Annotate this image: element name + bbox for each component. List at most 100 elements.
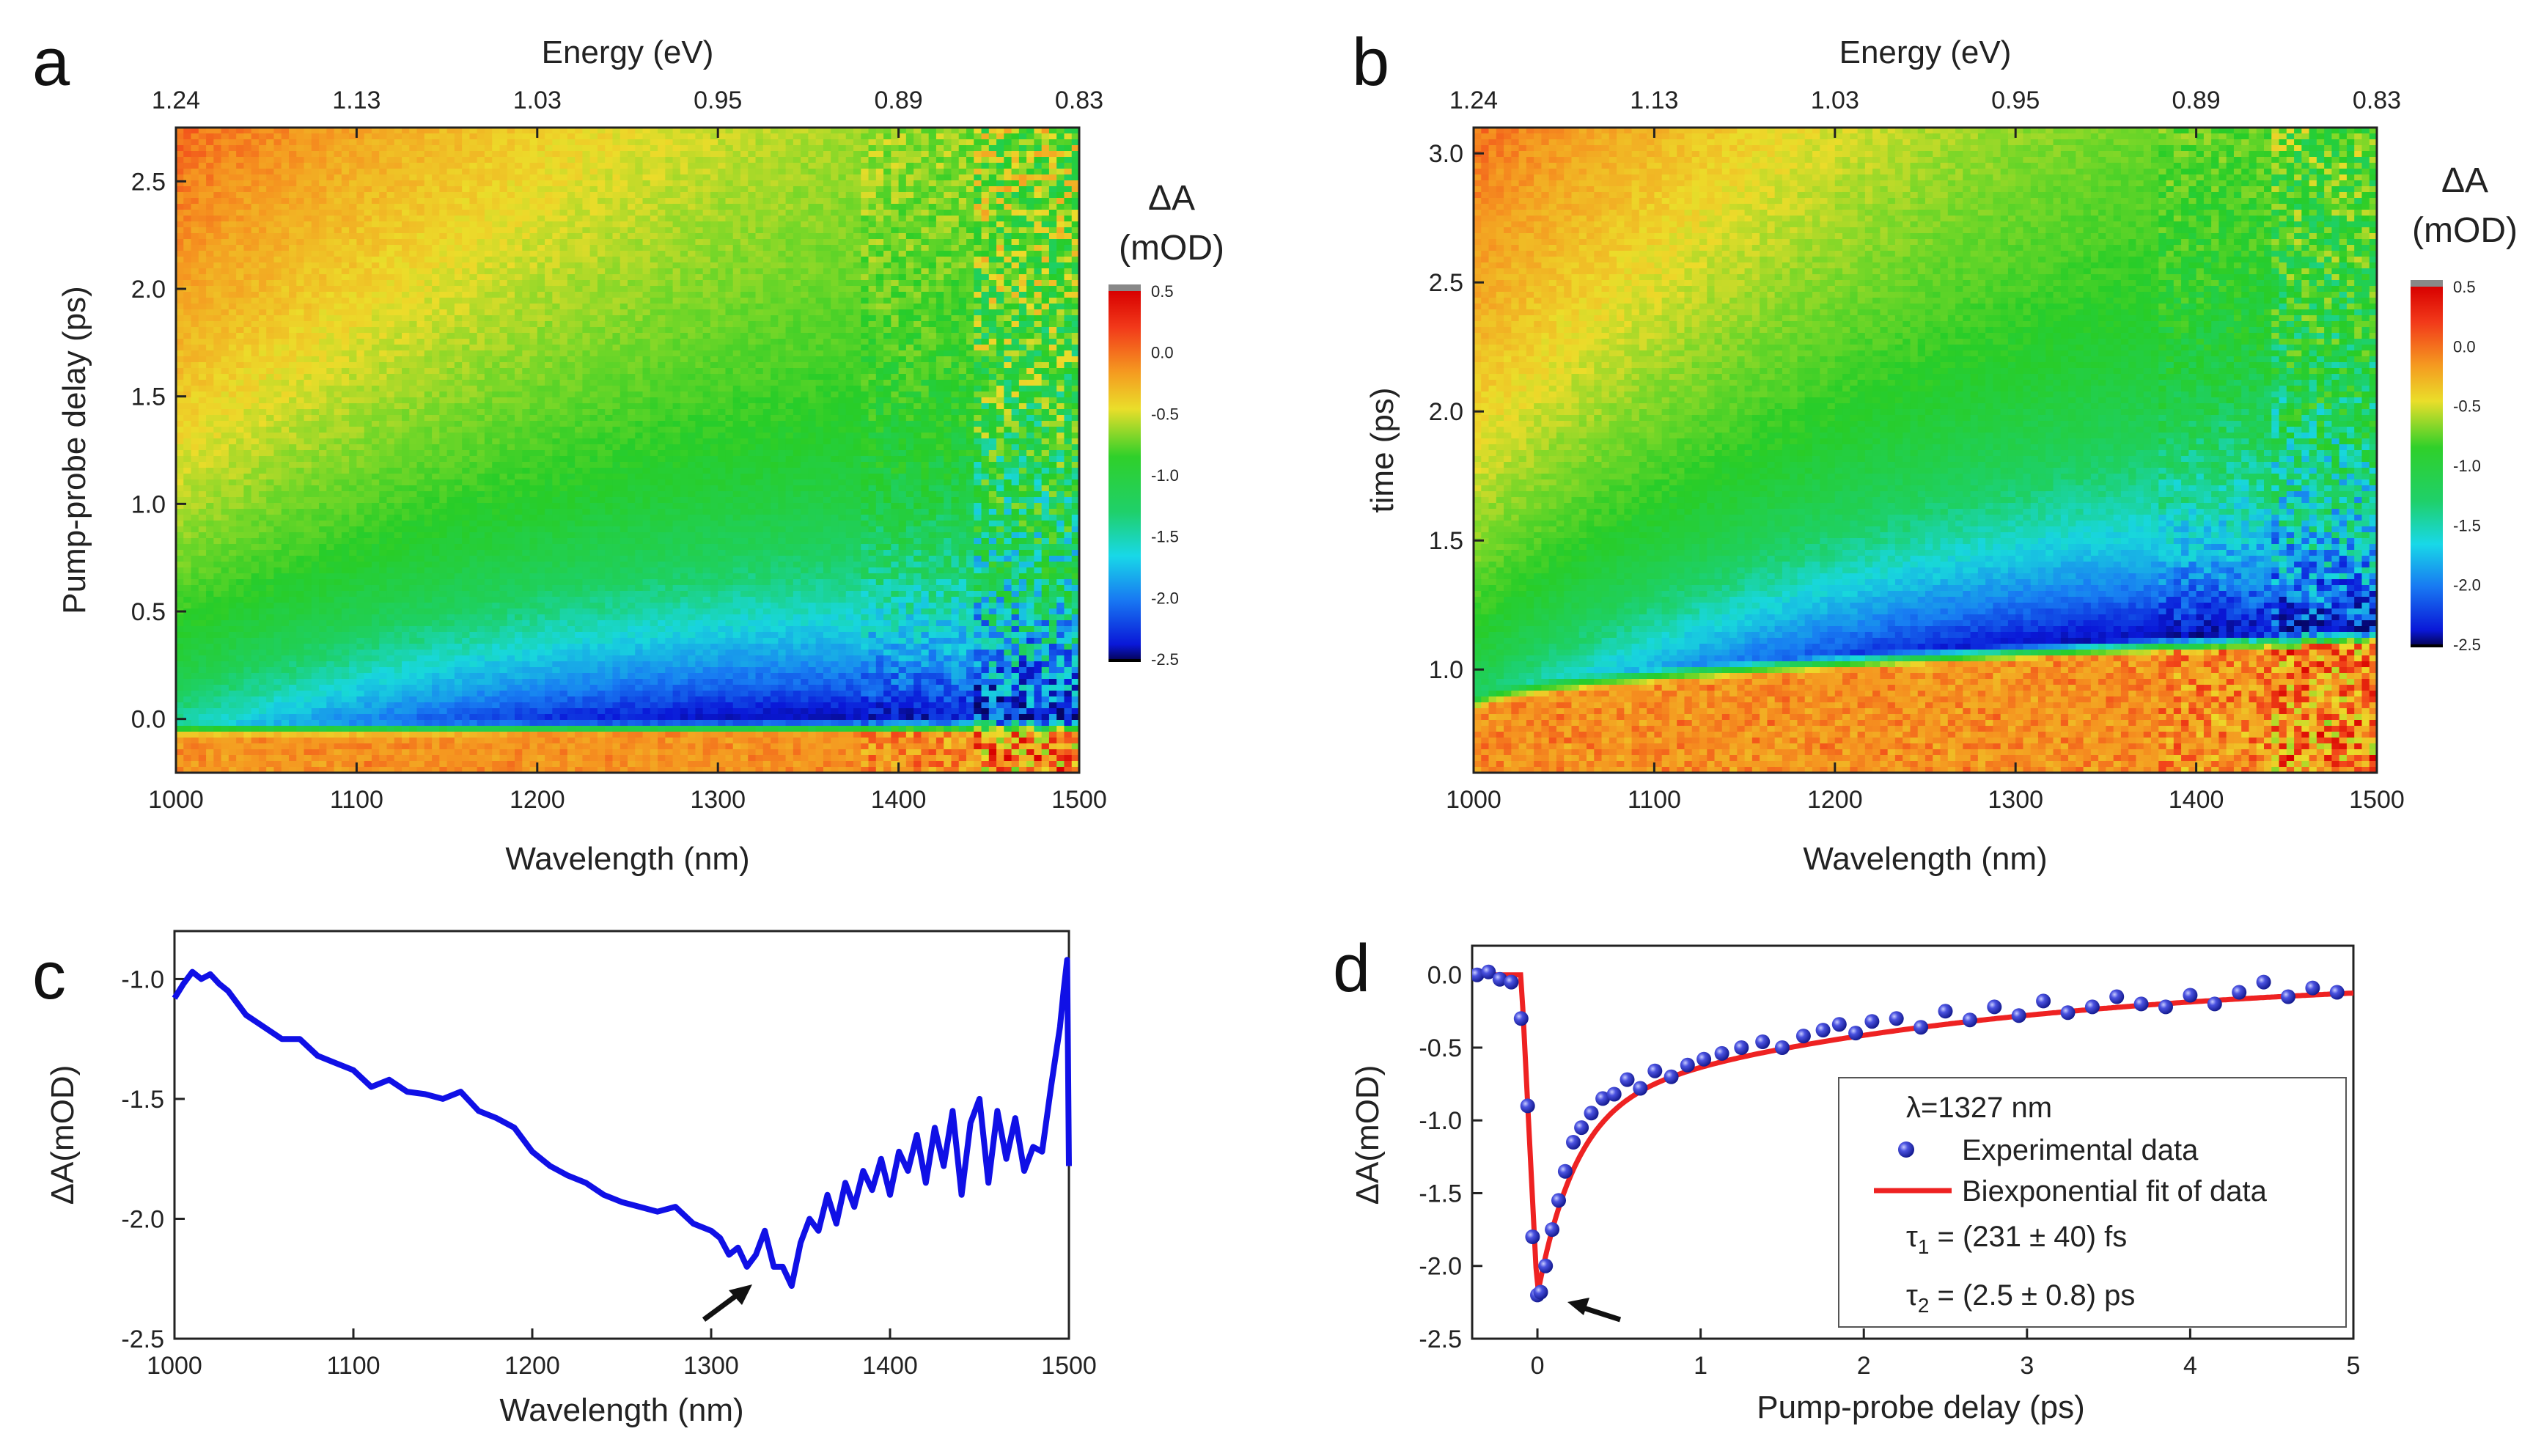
heatmap-a-cell xyxy=(620,233,628,240)
heatmap-a-cell xyxy=(446,210,455,216)
heatmap-a-cell xyxy=(198,174,207,181)
heatmap-a-cell xyxy=(718,210,727,216)
heatmap-a-cell xyxy=(251,274,260,281)
heatmap-a-cell xyxy=(725,350,734,357)
heatmap-a-cell xyxy=(875,245,884,251)
heatmap-a-cell xyxy=(334,239,342,246)
heatmap-a-cell xyxy=(522,210,531,216)
heatmap-a-cell xyxy=(304,321,312,328)
heatmap-a-cell xyxy=(221,157,229,163)
heatmap-a-cell xyxy=(582,128,591,134)
heatmap-a-cell xyxy=(853,221,861,228)
heatmap-a-cell xyxy=(1041,298,1050,304)
heatmap-a-cell xyxy=(605,262,614,269)
heatmap-a-cell xyxy=(1011,315,1020,322)
heatmap-a-cell xyxy=(710,157,718,163)
heatmap-a-cell xyxy=(1048,198,1057,205)
heatmap-a-cell xyxy=(665,298,674,304)
heatmap-a-cell xyxy=(672,186,681,193)
heatmap-a-cell xyxy=(823,321,831,328)
heatmap-a-cell xyxy=(605,298,614,304)
heatmap-a-cell xyxy=(266,216,275,222)
heatmap-a-cell xyxy=(688,245,696,251)
heatmap-a-cell xyxy=(801,257,809,263)
heatmap-a-cell xyxy=(394,345,402,351)
heatmap-a-cell xyxy=(1018,169,1027,175)
heatmap-a-cell xyxy=(740,292,749,298)
heatmap-a-cell xyxy=(432,339,440,345)
heatmap-a-cell xyxy=(762,204,771,210)
heatmap-a-cell xyxy=(394,233,402,240)
heatmap-a-cell xyxy=(801,245,809,251)
heatmap-a-cell xyxy=(891,339,900,345)
heatmap-a-cell xyxy=(349,262,357,269)
heatmap-a-cell xyxy=(371,362,380,369)
heatmap-a-cell xyxy=(221,251,229,257)
heatmap-a-cell xyxy=(1048,133,1057,140)
heatmap-a-cell xyxy=(935,151,944,158)
heatmap-a-cell xyxy=(492,356,501,363)
heatmap-a-cell xyxy=(515,139,523,146)
heatmap-a-cell xyxy=(1011,309,1020,316)
heatmap-a-cell xyxy=(394,139,402,146)
heatmap-a-cell xyxy=(921,245,930,251)
heatmap-a-cell xyxy=(853,321,861,328)
heatmap-a-cell xyxy=(221,356,229,363)
heatmap-a-cell xyxy=(732,262,741,269)
heatmap-a-cell xyxy=(935,356,944,363)
heatmap-a-cell xyxy=(981,339,990,345)
heatmap-a-cell xyxy=(446,180,455,187)
heatmap-a-cell xyxy=(732,216,741,222)
heatmap-a-cell xyxy=(273,157,282,163)
heatmap-a-cell xyxy=(762,362,771,369)
heatmap-a-cell xyxy=(386,221,395,228)
heatmap-a-cell xyxy=(492,345,501,351)
heatmap-a-cell xyxy=(831,298,839,304)
heatmap-a-cell xyxy=(996,239,1004,246)
heatmap-a-cell xyxy=(243,345,252,351)
heatmap-a-cell xyxy=(1034,274,1043,281)
heatmap-a-cell xyxy=(319,268,327,275)
heatmap-a-cell xyxy=(725,327,734,334)
heatmap-a-cell xyxy=(808,251,817,257)
heatmap-a-cell xyxy=(1064,245,1073,251)
heatmap-a-cell xyxy=(793,309,801,316)
heatmap-a-cell xyxy=(1004,286,1012,293)
heatmap-a-cell xyxy=(935,345,944,351)
heatmap-a-cell xyxy=(748,356,757,363)
heatmap-a-cell xyxy=(191,221,199,228)
heatmap-a-cell xyxy=(515,345,523,351)
heatmap-a-cell xyxy=(1056,298,1065,304)
heatmap-a-cell xyxy=(823,128,831,134)
heatmap-a-cell xyxy=(966,174,974,181)
heatmap-a-cell xyxy=(515,356,523,363)
heatmap-a-cell xyxy=(898,174,907,181)
heatmap-a-cell xyxy=(198,327,207,334)
heatmap-a-cell xyxy=(454,239,463,246)
heatmap-a-cell xyxy=(454,133,463,140)
heatmap-a-cell xyxy=(680,192,688,199)
heatmap-a-cell xyxy=(304,145,312,152)
heatmap-a-cell xyxy=(815,304,824,310)
heatmap-a-cell xyxy=(507,251,515,257)
heatmap-a-cell xyxy=(688,233,696,240)
heatmap-a-cell xyxy=(499,227,508,234)
heatmap-a-cell xyxy=(1018,133,1027,140)
heatmap-a-cell xyxy=(356,163,365,169)
heatmap-a-cell xyxy=(944,304,952,310)
heatmap-a-cell xyxy=(868,139,877,146)
heatmap-a-cell xyxy=(861,210,870,216)
heatmap-a-cell xyxy=(499,321,508,328)
heatmap-a-cell xyxy=(695,245,704,251)
heatmap-a-cell xyxy=(605,350,614,357)
heatmap-a-cell xyxy=(695,286,704,293)
heatmap-a-cell xyxy=(213,321,222,328)
heatmap-a-cell xyxy=(537,216,545,222)
heatmap-a-cell xyxy=(875,145,884,152)
heatmap-a-cell xyxy=(334,157,342,163)
heatmap-a-cell xyxy=(507,350,515,357)
heatmap-a-cell xyxy=(492,180,501,187)
heatmap-a-cell xyxy=(446,286,455,293)
heatmap-a-cell xyxy=(762,210,771,216)
